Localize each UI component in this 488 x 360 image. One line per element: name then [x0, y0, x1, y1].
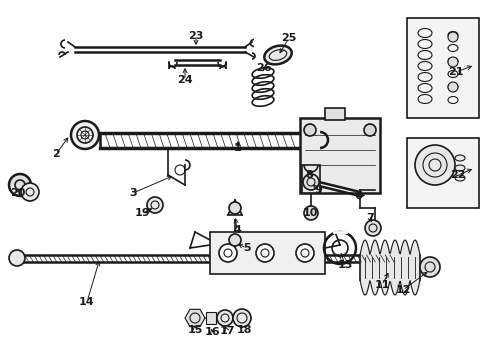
- Text: 14: 14: [79, 297, 95, 307]
- Text: 16: 16: [204, 327, 220, 337]
- Circle shape: [303, 174, 318, 190]
- Bar: [406, 138, 478, 208]
- Circle shape: [364, 220, 380, 236]
- Circle shape: [447, 82, 457, 92]
- Text: 12: 12: [394, 285, 410, 295]
- Bar: [205, 312, 216, 324]
- Ellipse shape: [454, 175, 464, 181]
- Bar: [325, 108, 345, 120]
- Bar: [299, 118, 379, 193]
- Text: 17: 17: [219, 326, 234, 336]
- Bar: [406, 18, 478, 118]
- Text: 6: 6: [353, 191, 361, 201]
- Circle shape: [447, 57, 457, 67]
- Text: 23: 23: [188, 31, 203, 41]
- Text: 2: 2: [52, 149, 60, 159]
- Circle shape: [228, 202, 241, 214]
- Text: 20: 20: [10, 188, 26, 198]
- Ellipse shape: [454, 165, 464, 171]
- Circle shape: [228, 234, 241, 246]
- Circle shape: [232, 309, 250, 327]
- Text: 3: 3: [129, 188, 137, 198]
- Circle shape: [9, 250, 25, 266]
- Text: 1: 1: [234, 143, 242, 153]
- Text: 21: 21: [447, 67, 463, 77]
- Circle shape: [71, 121, 99, 149]
- Circle shape: [414, 145, 454, 185]
- Text: 22: 22: [449, 170, 465, 180]
- Text: 8: 8: [305, 170, 312, 180]
- Text: 4: 4: [233, 225, 241, 235]
- Polygon shape: [184, 309, 204, 327]
- Circle shape: [21, 183, 39, 201]
- Circle shape: [304, 124, 315, 136]
- Circle shape: [304, 174, 315, 186]
- Text: 5: 5: [243, 243, 250, 253]
- Circle shape: [147, 197, 163, 213]
- Circle shape: [304, 206, 317, 220]
- Circle shape: [419, 257, 439, 277]
- Circle shape: [219, 244, 237, 262]
- Circle shape: [217, 310, 232, 326]
- Ellipse shape: [454, 155, 464, 161]
- Circle shape: [447, 32, 457, 42]
- Text: 7: 7: [366, 213, 373, 223]
- Text: 24: 24: [177, 75, 192, 85]
- Text: 15: 15: [187, 325, 202, 335]
- Text: 13: 13: [337, 260, 352, 270]
- Bar: [209, 232, 325, 274]
- Circle shape: [9, 174, 31, 196]
- Circle shape: [363, 124, 375, 136]
- Text: 26: 26: [256, 63, 271, 73]
- Ellipse shape: [264, 46, 291, 64]
- Bar: [302, 165, 319, 193]
- Text: 25: 25: [281, 33, 296, 43]
- Text: 19: 19: [135, 208, 150, 218]
- Text: 9: 9: [313, 185, 321, 195]
- Text: 10: 10: [302, 208, 317, 218]
- Circle shape: [256, 244, 273, 262]
- Circle shape: [295, 244, 313, 262]
- Text: 18: 18: [236, 325, 251, 335]
- Text: 11: 11: [373, 280, 389, 290]
